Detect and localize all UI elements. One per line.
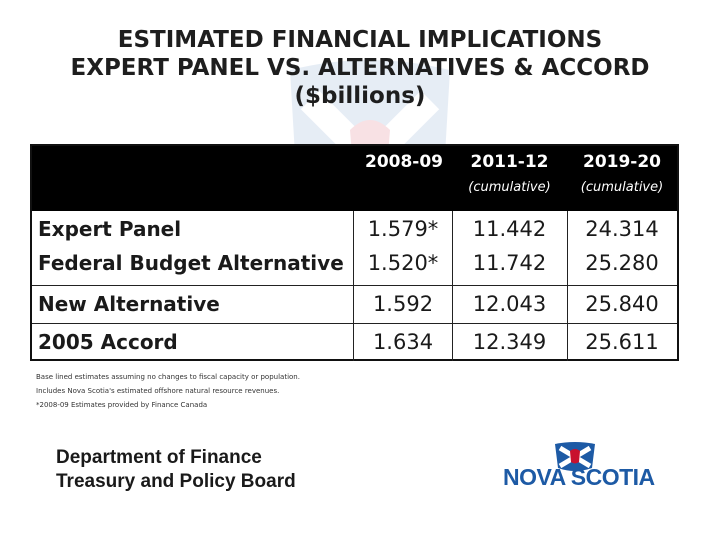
footnote: Includes Nova Scotia's estimated offshor… (36, 387, 280, 395)
table-cell: 12.349 (472, 330, 547, 354)
column-divider (353, 211, 354, 361)
footnotes: Base lined estimates assuming no changes… (36, 370, 300, 412)
table-cell: 25.840 (585, 292, 659, 316)
table-cell: 25.280 (585, 251, 659, 275)
table-cell: 1.520* (367, 251, 439, 275)
column-header-2008-09: 2008-09 (364, 152, 444, 172)
table-cell: 12.043 (472, 292, 547, 316)
page-title: ESTIMATED FINANCIAL IMPLICATIONS EXPERT … (0, 26, 720, 110)
title-line-3: ($billions) (294, 83, 426, 109)
department-name: Department of Finance Treasury and Polic… (56, 446, 296, 494)
financial-table: 2008-09 2011-12 (cumulative) 2019-20 (cu… (30, 144, 679, 361)
nova-scotia-flag-icon (555, 442, 595, 471)
column-header-2019-20: 2019-20 (cumulative) (580, 152, 664, 195)
table-cell: 1.592 (372, 292, 434, 316)
table-cell: 1.579* (367, 217, 439, 241)
table-header: 2008-09 2011-12 (cumulative) 2019-20 (cu… (32, 146, 677, 211)
title-line-2: EXPERT PANEL VS. ALTERNATIVES & ACCORD (70, 55, 650, 81)
table-cell: 11.442 (472, 217, 547, 241)
column-header-2011-12: 2011-12 (cumulative) (468, 152, 551, 195)
table-cell: 1.634 (372, 330, 434, 354)
table-row: Expert Panel 1.579* 11.442 24.314 (32, 211, 677, 247)
column-divider (567, 211, 568, 361)
footnote: Base lined estimates assuming no changes… (36, 373, 300, 381)
row-label: Federal Budget Alternative (38, 251, 344, 275)
row-divider (32, 285, 677, 286)
table-row: 2005 Accord 1.634 12.349 25.611 (32, 324, 677, 360)
nova-scotia-logo-text: NOVA SCOTIA (503, 464, 655, 490)
table-row: New Alternative 1.592 12.043 25.840 (32, 286, 677, 322)
table-cell: 24.314 (585, 217, 659, 241)
column-divider (452, 211, 453, 361)
department-line-1: Department of Finance (56, 447, 262, 468)
table-cell: 25.611 (585, 330, 659, 354)
row-label: 2005 Accord (38, 330, 178, 354)
row-label: New Alternative (38, 292, 220, 316)
row-label: Expert Panel (38, 217, 182, 241)
footnote: *2008-09 Estimates provided by Finance C… (36, 401, 208, 409)
department-line-2: Treasury and Policy Board (56, 471, 296, 492)
row-divider (32, 323, 677, 324)
table-row: Federal Budget Alternative 1.520* 11.742… (32, 245, 677, 281)
title-line-1: ESTIMATED FINANCIAL IMPLICATIONS (117, 27, 603, 53)
table-cell: 11.742 (472, 251, 547, 275)
